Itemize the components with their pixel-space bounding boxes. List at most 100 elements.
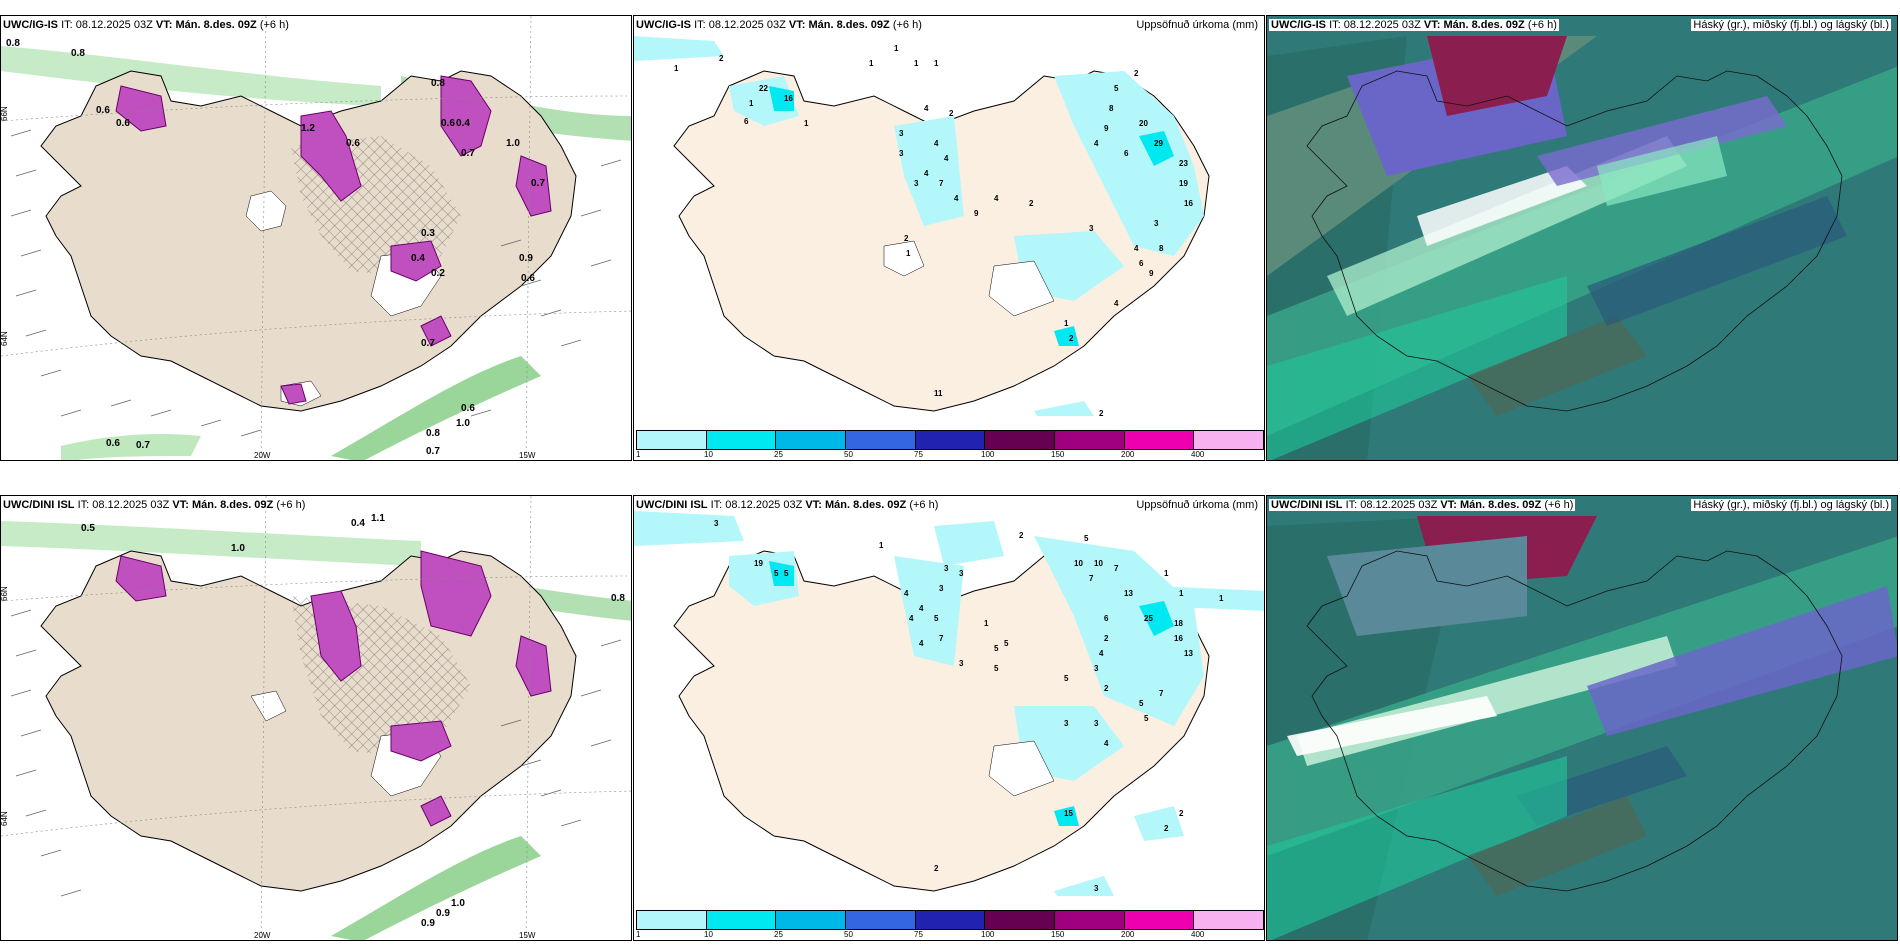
precip-value: 16 xyxy=(1174,634,1183,643)
precip-value: 6 xyxy=(1139,259,1144,268)
precip-value: 20 xyxy=(1139,119,1148,128)
colorbar-tick: 10 xyxy=(704,930,713,939)
colorbar xyxy=(636,430,1264,450)
colorbar-swatch xyxy=(706,911,777,929)
map-canvas xyxy=(1267,16,1897,460)
colorbar-tick: 100 xyxy=(981,450,995,459)
colorbar-tick: 150 xyxy=(1051,450,1065,459)
precip-value: 2 xyxy=(904,234,909,243)
colorbar-swatch xyxy=(776,911,847,929)
precip-value: 8 xyxy=(1109,104,1114,113)
lat-label-64n: 64N xyxy=(1,331,9,346)
precip-value: 1 xyxy=(914,59,919,68)
value-label: 1.0 xyxy=(506,138,520,149)
precip-value: 4 xyxy=(934,139,939,148)
colorbar-swatch xyxy=(1055,911,1125,929)
precip-value: 9 xyxy=(974,209,979,218)
precip-value: 1 xyxy=(749,99,754,108)
precip-value: 5 xyxy=(1139,699,1144,708)
cloud-map-top: UWC/IG-IS IT: 08.12.2025 03Z VT: Mán. 8.… xyxy=(1266,15,1898,461)
value-label: 0.3 xyxy=(421,228,435,239)
value-label: 0.7 xyxy=(136,440,150,451)
colorbar xyxy=(636,910,1264,930)
lon-label-15w: 15W xyxy=(519,451,536,460)
precip-value: 5 xyxy=(1084,534,1089,543)
panel-header: UWC/DINI ISL IT: 08.12.2025 03Z VT: Mán.… xyxy=(636,499,939,511)
precip-value: 11 xyxy=(934,389,943,398)
value-label: 0.2 xyxy=(431,268,445,279)
cloud-map-bottom: UWC/DINI ISL IT: 08.12.2025 03Z VT: Mán.… xyxy=(1266,495,1898,941)
colorbar-tick: 400 xyxy=(1191,930,1205,939)
precip-value: 2 xyxy=(1134,69,1139,78)
value-label: 0.7 xyxy=(461,148,475,159)
precip-value: 4 xyxy=(924,104,929,113)
precip-value: 1 xyxy=(1164,569,1169,578)
value-label: 1.1 xyxy=(371,513,385,524)
precip-value: 1 xyxy=(934,59,939,68)
precip-value: 1 xyxy=(906,249,911,258)
value-label: 0.7 xyxy=(531,178,545,189)
value-label: 0.9 xyxy=(519,253,533,264)
precip-value: 7 xyxy=(1114,564,1119,573)
lon-label-15w: 15W xyxy=(519,931,536,940)
precip-value: 5 xyxy=(1064,674,1069,683)
precip-value: 1 xyxy=(1179,589,1184,598)
precip-value: 1 xyxy=(894,44,899,53)
precip-value: 5 xyxy=(1144,714,1149,723)
map-canvas: 1 2 22 16 1 6 1 1 1 1 1 3 3 4 4 4 2 4 7 … xyxy=(634,36,1210,416)
precip-value: 19 xyxy=(1179,179,1188,188)
precip-value: 2 xyxy=(949,109,954,118)
cloud-title: Háský (gr.), miðský (fj.bl.) og lágský (… xyxy=(1691,19,1891,31)
panel-header: UWC/DINI ISL IT: 08.12.2025 03Z VT: Mán.… xyxy=(1269,499,1576,511)
value-label: 0.8 xyxy=(6,38,20,49)
precip-value: 3 xyxy=(714,519,719,528)
precip-value: 3 xyxy=(1089,224,1094,233)
colorbar-swatch xyxy=(985,431,1056,449)
precip-value: 10 xyxy=(1094,559,1103,568)
value-label: 0.8 xyxy=(611,593,625,604)
colorbar-tick: 50 xyxy=(844,450,853,459)
precip-value: 3 xyxy=(1094,664,1099,673)
precip-title: Uppsöfnuð úrkoma (mm) xyxy=(1136,19,1258,31)
precip-value: 4 xyxy=(1104,739,1109,748)
panel-header: UWC/IG-IS IT: 08.12.2025 03Z VT: Mán. 8.… xyxy=(636,19,922,31)
precip-value: 3 xyxy=(1064,719,1069,728)
precip-value: 1 xyxy=(869,59,874,68)
precip-value: 19 xyxy=(754,559,763,568)
map-canvas: 0.5 0.4 1.0 0.8 0.9 1.1 1.0 0.9 20W 15W … xyxy=(1,496,631,940)
precip-value: 10 xyxy=(1074,559,1083,568)
precip-value: 16 xyxy=(784,94,793,103)
value-label: 1.0 xyxy=(456,418,470,429)
precip-value: 2 xyxy=(1104,634,1109,643)
value-label: 0.8 xyxy=(431,78,445,89)
colorbar-ticks: 1 10 25 50 75 100 150 200 400 xyxy=(636,930,1264,940)
precip-value: 3 xyxy=(944,564,949,573)
precip-map-top: UWC/IG-IS IT: 08.12.2025 03Z VT: Mán. 8.… xyxy=(633,15,1265,461)
precip-value: 2 xyxy=(934,864,939,873)
panel-header: UWC/DINI ISL IT: 08.12.2025 03Z VT: Mán.… xyxy=(3,499,306,511)
colorbar-tick: 75 xyxy=(914,930,923,939)
value-label: 0.6 xyxy=(106,438,120,449)
precip-value: 4 xyxy=(994,194,999,203)
precip-value: 13 xyxy=(1124,589,1133,598)
precip-value: 1 xyxy=(1064,319,1069,328)
colorbar-swatch xyxy=(637,431,707,449)
wind-cloud-map-top: UWC/IG-IS IT: 08.12.2025 03Z VT: Mán. 8.… xyxy=(0,15,632,461)
precip-value: 4 xyxy=(1099,649,1104,658)
precip-title: Uppsöfnuð úrkoma (mm) xyxy=(1136,499,1258,511)
precip-value: 9 xyxy=(1149,269,1154,278)
precip-value: 25 xyxy=(1144,614,1153,623)
value-label: 0.8 xyxy=(426,428,440,439)
precip-value: 5 xyxy=(1114,84,1119,93)
colorbar-swatch xyxy=(915,911,986,929)
precip-value: 2 xyxy=(1164,824,1169,833)
precip-value: 1 xyxy=(879,541,884,550)
precip-value: 4 xyxy=(924,169,929,178)
value-label: 0.4 xyxy=(351,518,365,529)
precip-value: 16 xyxy=(1184,199,1193,208)
colorbar-tick: 150 xyxy=(1051,930,1065,939)
precip-value: 1 xyxy=(804,119,809,128)
colorbar-swatch xyxy=(1124,431,1195,449)
colorbar-swatch xyxy=(706,431,777,449)
precip-value: 5 xyxy=(994,644,999,653)
